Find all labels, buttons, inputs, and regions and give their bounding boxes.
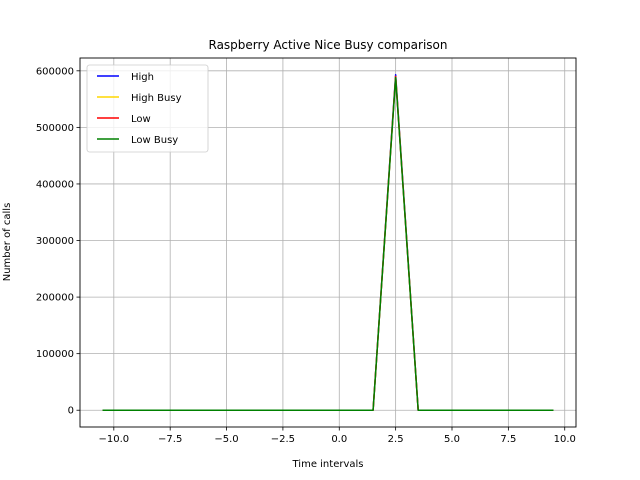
x-tick-label: −5.0 (214, 434, 238, 445)
legend-label: Low Busy (131, 135, 178, 146)
x-tick-label: 2.5 (388, 434, 404, 445)
y-tick-label: 300000 (36, 236, 74, 247)
legend-label: High (131, 72, 154, 83)
y-axis-label: Number of calls (2, 203, 13, 282)
x-tick-label: −2.5 (271, 434, 295, 445)
plot-frame (79, 57, 577, 428)
legend-frame (86, 64, 209, 153)
y-tick-label: 200000 (36, 293, 74, 304)
x-tick-label: 7.5 (500, 434, 516, 445)
x-tick-label: 5.0 (444, 434, 460, 445)
series-line-low-busy (102, 76, 554, 411)
y-tick-label: 600000 (36, 66, 74, 77)
y-tick-label: 100000 (36, 349, 74, 360)
x-tick-label: 0.0 (331, 434, 347, 445)
y-tick-label: 0 (68, 406, 74, 417)
legend-label: Low (131, 114, 151, 125)
x-axis-label: Time intervals (292, 459, 364, 470)
x-tick-label: 10.0 (554, 434, 576, 445)
legend: High High Busy Low Low Busy (86, 64, 209, 153)
series-group (102, 74, 554, 411)
y-tick-label: 500000 (36, 123, 74, 134)
y-axis: 0 100000 200000 300000 400000 500000 600000 (36, 66, 80, 417)
x-tick-label: −7.5 (158, 434, 182, 445)
legend-label: High Busy (131, 93, 182, 104)
y-tick-label: 400000 (36, 179, 74, 190)
chart-title: Raspberry Active Nice Busy comparison (209, 38, 448, 52)
x-axis: −10.0 −7.5 −5.0 −2.5 0.0 2.5 5.0 7.5 10.0 (98, 427, 576, 445)
x-tick-label: −10.0 (98, 434, 129, 445)
